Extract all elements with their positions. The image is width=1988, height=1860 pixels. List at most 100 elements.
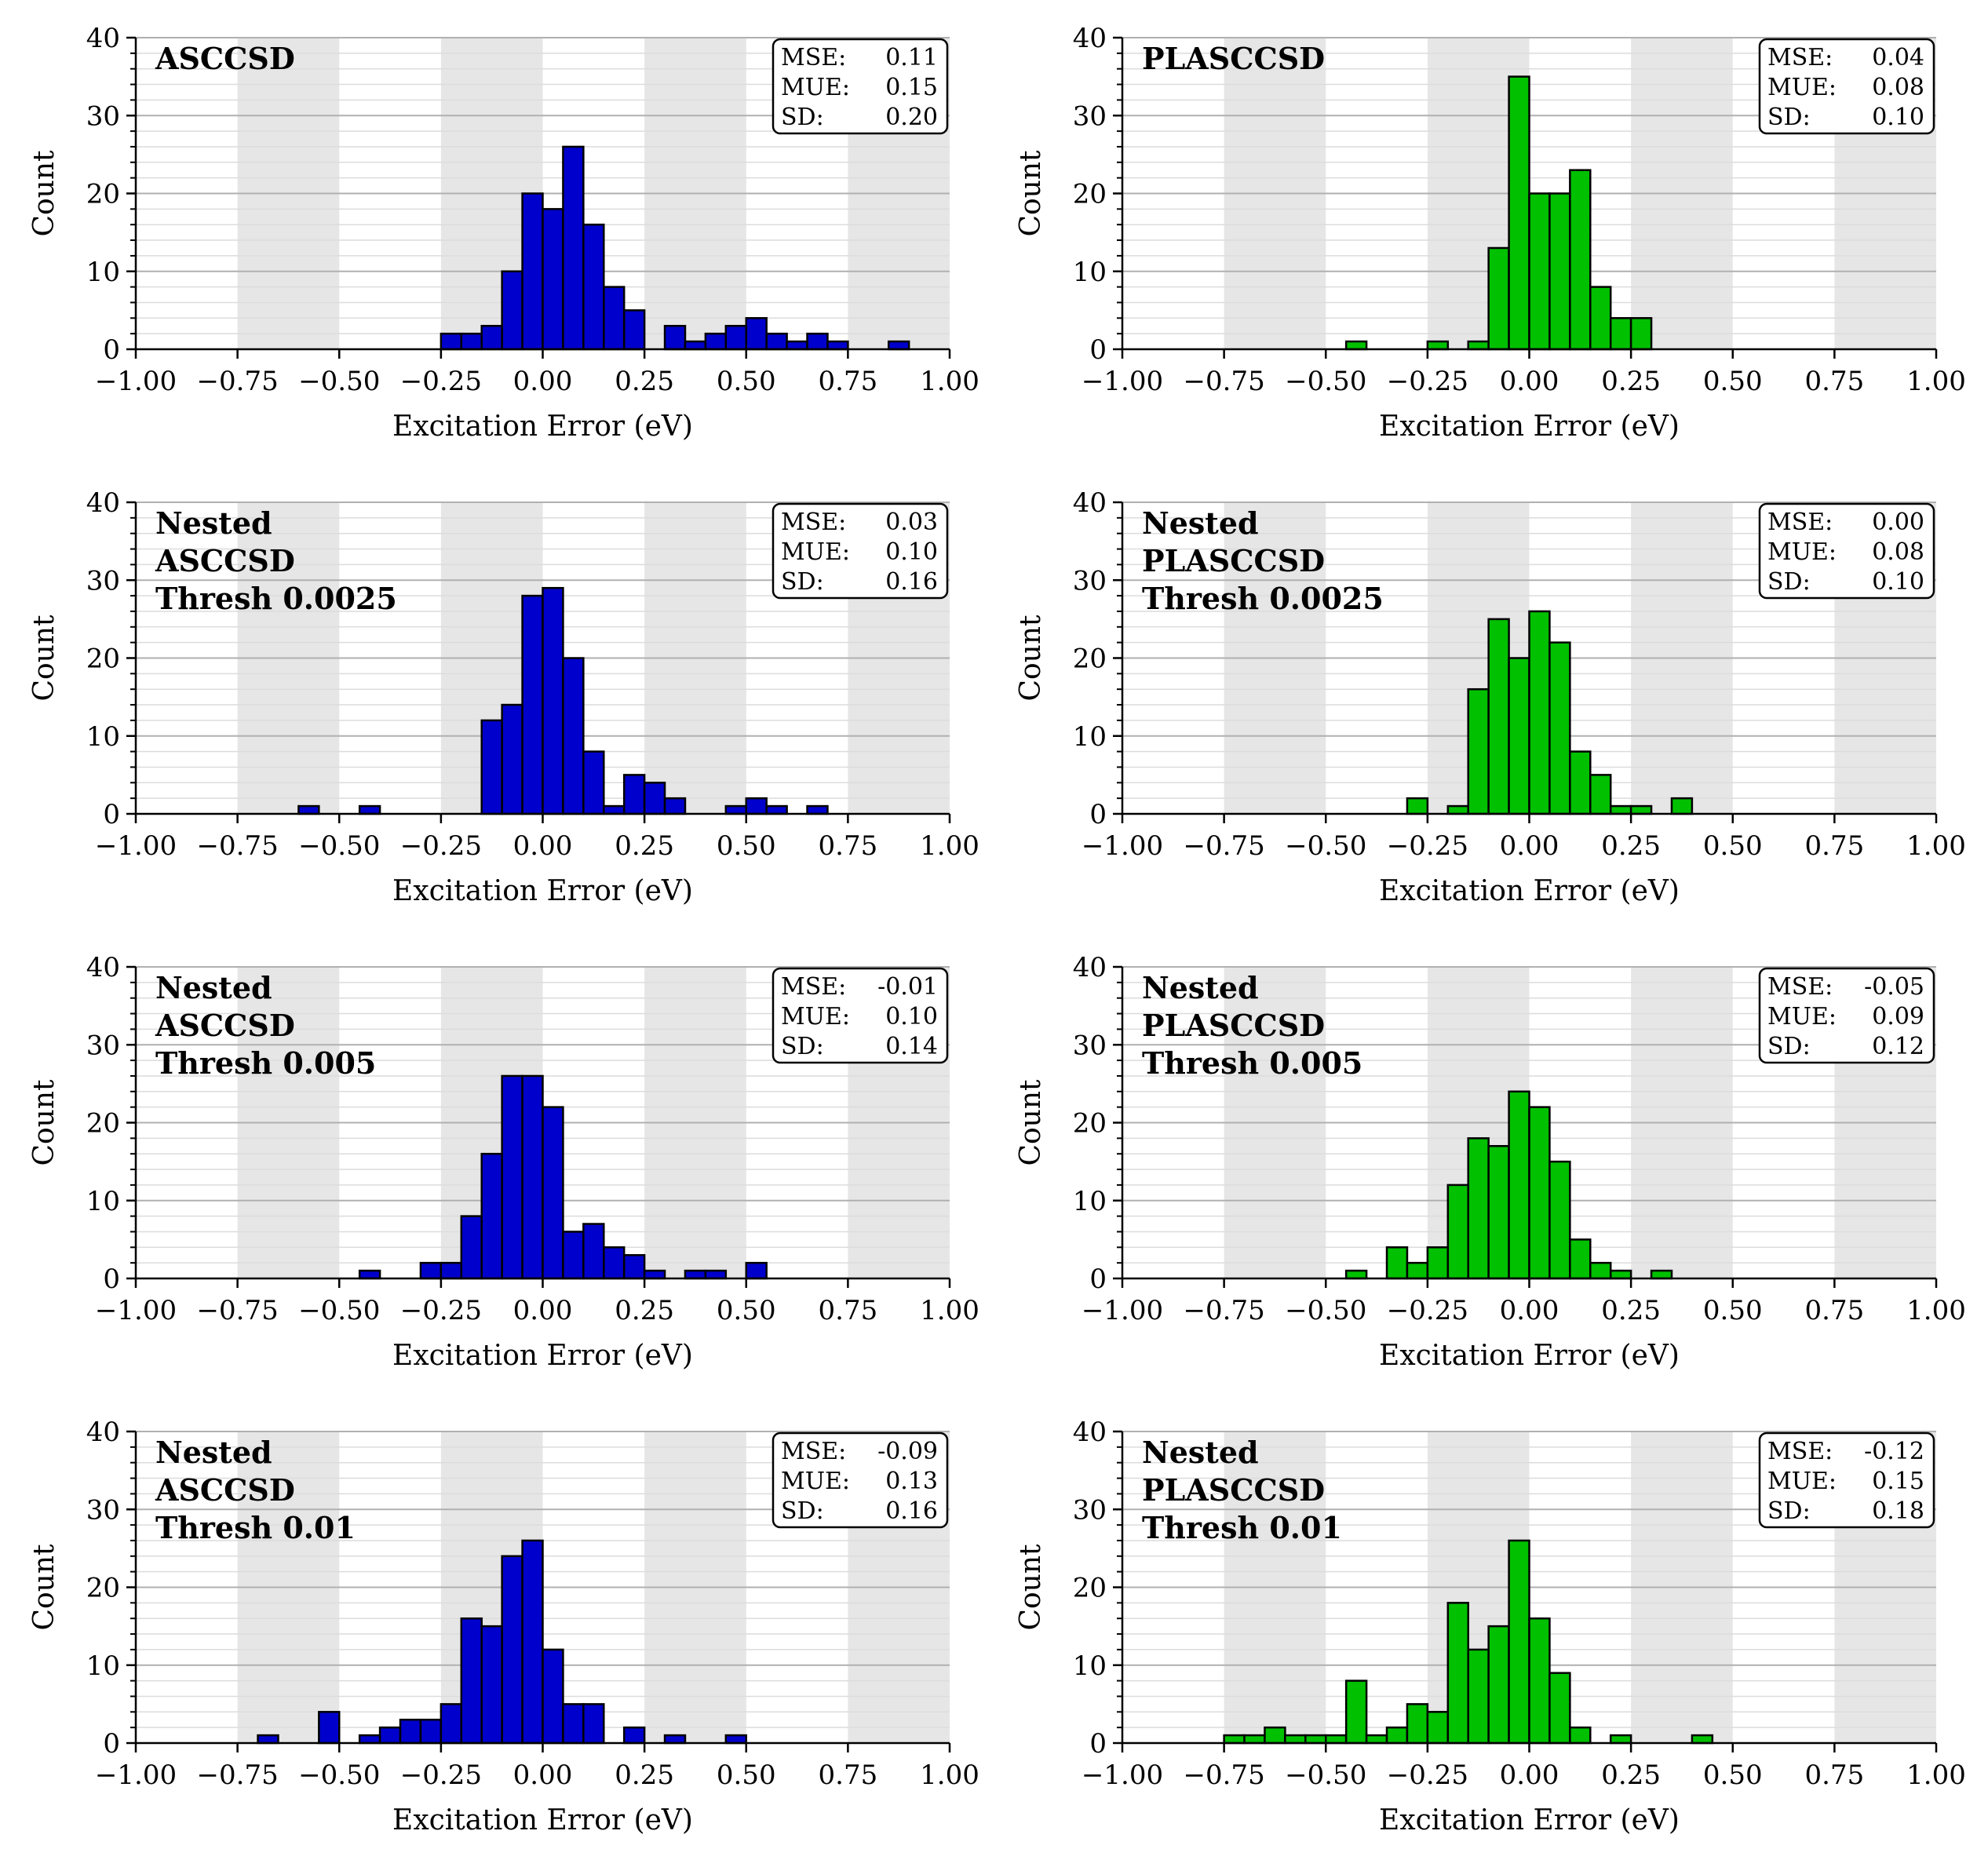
- histogram-bar: [1528, 192, 1551, 351]
- x-tick-label: 1.00: [1906, 830, 1966, 862]
- stats-label: MSE:: [1767, 44, 1833, 71]
- stats-value: 0.15: [885, 74, 938, 101]
- y-tick-label: 30: [1073, 100, 1107, 132]
- stats-label: MUE:: [1767, 538, 1837, 566]
- x-tick-label: −0.75: [1184, 830, 1265, 862]
- y-tick-label: 30: [86, 565, 120, 596]
- panel-title-line: Nested: [155, 505, 272, 541]
- histogram-bar: [1569, 750, 1592, 815]
- panel-title-line: Nested: [155, 1435, 272, 1470]
- x-tick-label: 0.00: [1500, 830, 1559, 862]
- histogram-bar: [1609, 804, 1632, 815]
- panel-title-line: Nested: [1142, 505, 1259, 541]
- histogram-bar: [501, 1074, 523, 1280]
- histogram-bar: [460, 1215, 483, 1280]
- stats-value: 0.11: [885, 44, 938, 71]
- stats-label: SD:: [781, 1497, 824, 1525]
- y-tick-label: 30: [1073, 1494, 1107, 1526]
- panel-title: Nested PLASCCSD Thresh 0.01: [1142, 1435, 1342, 1545]
- y-tick-label: 0: [1089, 334, 1107, 366]
- histogram-bar: [1406, 1703, 1429, 1745]
- y-tick-label: 40: [86, 487, 120, 519]
- histogram-bar: [1650, 1269, 1673, 1280]
- stats-value: -0.05: [1864, 973, 1924, 1001]
- histogram-bar: [399, 1718, 422, 1745]
- panel-title-line: ASCCSD: [155, 1472, 295, 1508]
- y-axis-label: Count: [28, 615, 60, 702]
- x-tick-label: 0.50: [1703, 1295, 1763, 1326]
- panel-title-line: Thresh 0.0025: [155, 581, 397, 616]
- x-tick-label: 1.00: [1906, 1760, 1966, 1791]
- histogram-bar: [1629, 317, 1653, 351]
- histogram-bar: [1467, 1137, 1490, 1280]
- histogram-bar: [318, 1711, 341, 1745]
- histogram-bar: [663, 1734, 687, 1745]
- stats-value: 0.10: [1872, 104, 1924, 131]
- stats-value: 0.08: [1872, 74, 1924, 101]
- x-axis-label: Excitation Error (eV): [1379, 1340, 1680, 1372]
- stats-label: MSE:: [781, 973, 846, 1001]
- histogram-bar: [684, 1269, 707, 1280]
- stats-label: SD:: [1767, 104, 1811, 131]
- histogram-bar: [562, 1703, 585, 1745]
- y-tick-label: 40: [86, 1417, 120, 1448]
- x-tick-label: 0.50: [717, 366, 776, 397]
- histogram-bar: [806, 332, 829, 351]
- histogram-bar: [542, 1106, 564, 1280]
- panel-title: ASCCSD: [155, 41, 295, 76]
- stats-value: 0.12: [1872, 1033, 1924, 1060]
- stats-box: [1758, 1431, 1935, 1529]
- y-tick-label: 10: [1073, 1650, 1107, 1682]
- panel-title: Nested PLASCCSD Thresh 0.0025: [1142, 505, 1384, 616]
- histogram-bar: [542, 208, 564, 351]
- subplot-3: 0 10 20 30 40 −1.00 −0.75 −0.50 −0.25 0.00 0.25 0.5…: [28, 487, 979, 907]
- x-tick-label: 0.75: [1805, 1760, 1865, 1791]
- panel-title: Nested ASCCSD Thresh 0.005: [155, 970, 376, 1081]
- histogram-bar: [582, 223, 605, 351]
- y-tick-label: 30: [1073, 565, 1107, 596]
- histogram-bar: [1426, 1246, 1450, 1280]
- histogram-bar: [704, 332, 728, 351]
- subplot-6: 0 10 20 30 40 −1.00 −0.75 −0.50 −0.25 0.00 0.25 0.5…: [1015, 952, 1966, 1372]
- histogram-bar: [297, 804, 320, 815]
- histogram-bar: [1569, 1238, 1592, 1280]
- x-axis-label: Excitation Error (eV): [392, 410, 693, 443]
- subplot-8: 0 10 20 30 40 −1.00 −0.75 −0.50 −0.25 0.00 0.25 0.5…: [1015, 1417, 1966, 1836]
- histogram-bar: [1670, 797, 1694, 815]
- stats-box: [771, 38, 949, 135]
- stats-box: [771, 502, 949, 600]
- y-tick-label: 10: [1073, 257, 1107, 288]
- histogram-bar: [1508, 75, 1530, 351]
- histogram-bar: [1325, 1734, 1348, 1745]
- histogram-bar: [480, 1152, 503, 1280]
- histogram-bar: [622, 309, 646, 351]
- x-tick-label: −0.50: [1285, 366, 1366, 397]
- stats-value: 0.16: [885, 568, 938, 596]
- subplot-2: 0 10 20 30 40 −1.00 −0.75 −0.50 −0.25 0.00 0.25 0.5…: [1015, 23, 1966, 443]
- x-tick-label: −0.50: [298, 366, 380, 397]
- histogram-bar: [460, 332, 483, 351]
- x-tick-label: −0.25: [400, 366, 482, 397]
- histogram-bar: [1385, 1246, 1409, 1280]
- histogram-bar: [419, 1718, 443, 1745]
- x-tick-label: 0.25: [615, 1760, 674, 1791]
- x-tick-label: 0.75: [1805, 1295, 1865, 1326]
- x-tick-label: 0.25: [1601, 1295, 1661, 1326]
- x-axis-label: Excitation Error (eV): [1379, 875, 1680, 907]
- stats-label: MSE:: [781, 509, 846, 536]
- x-tick-label: 0.50: [1703, 1760, 1763, 1791]
- x-tick-label: 0.00: [1500, 1295, 1559, 1326]
- y-axis-label: Count: [1015, 150, 1047, 237]
- y-tick-label: 0: [1089, 799, 1107, 830]
- y-tick-label: 10: [86, 1186, 120, 1217]
- stats-label: MSE:: [781, 44, 846, 71]
- x-tick-label: −0.50: [298, 1760, 380, 1791]
- x-tick-label: −0.50: [1285, 830, 1366, 862]
- histogram-bar: [826, 340, 849, 351]
- x-tick-label: 0.50: [1703, 830, 1763, 862]
- stats-value: -0.01: [877, 973, 938, 1001]
- histogram-bar: [622, 774, 646, 815]
- y-tick-label: 20: [1073, 644, 1107, 675]
- subplot-5: 0 10 20 30 40 −1.00 −0.75 −0.50 −0.25 0.00 0.25 0.5…: [28, 952, 979, 1372]
- panel-title-line: Thresh 0.005: [155, 1045, 376, 1081]
